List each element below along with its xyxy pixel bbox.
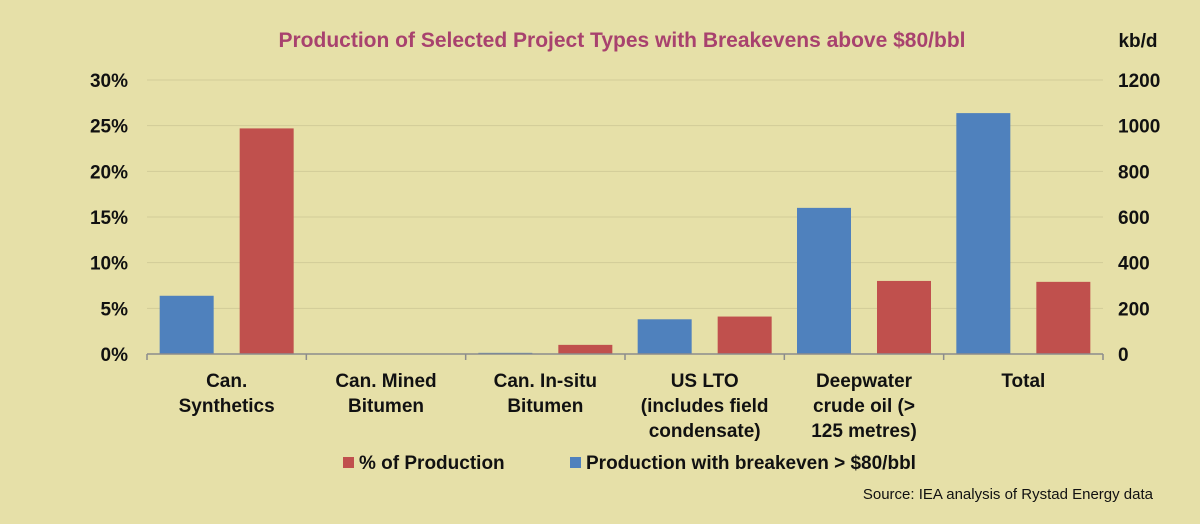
- right-tick-label: 0: [1118, 345, 1129, 366]
- left-tick-label: 30%: [90, 71, 128, 92]
- left-tick-label: 0%: [101, 345, 129, 366]
- category-label-line: crude oil (>: [813, 396, 915, 417]
- bar-percent-production: [717, 316, 772, 354]
- right-tick-label: 1000: [1118, 117, 1160, 138]
- category-label-line: US LTO: [671, 371, 739, 392]
- right-tick-label: 400: [1118, 254, 1150, 275]
- left-tick-label: 20%: [90, 162, 128, 183]
- tick-labels: 0% 5% 10% 15% 20% 25% 30% 0 200 400 600 800 1000 1200…: [90, 71, 1160, 442]
- bar-percent-production: [239, 128, 294, 354]
- chart-title: Production of Selected Project Types wit…: [279, 29, 966, 52]
- right-tick-label: 1200: [1118, 71, 1160, 92]
- category-label-line: (includes field: [641, 396, 769, 417]
- legend-label: Production with breakeven > $80/bbl: [586, 453, 916, 474]
- left-tick-label: 10%: [90, 254, 128, 275]
- category-label: Deepwater crude oil (> 125 metres): [811, 371, 917, 442]
- category-label-line: Can.: [206, 371, 247, 392]
- right-tick-label: 200: [1118, 299, 1150, 320]
- bars: [159, 113, 1091, 354]
- source-note: Source: IEA analysis of Rystad Energy da…: [863, 486, 1154, 503]
- axes: [146, 353, 1104, 360]
- bar-production-kbd: [956, 113, 1011, 354]
- category-label-line: Can. In-situ: [494, 371, 597, 392]
- bar-production-kbd: [159, 295, 214, 354]
- category-label-line: Synthetics: [179, 396, 275, 417]
- left-tick-label: 15%: [90, 208, 128, 229]
- right-tick-label: 600: [1118, 208, 1150, 229]
- bar-production-kbd: [797, 207, 851, 354]
- category-label: Can. Synthetics: [179, 371, 275, 417]
- legend-label: % of Production: [359, 453, 505, 474]
- category-label-line: Bitumen: [507, 396, 583, 417]
- bar-percent-production: [877, 280, 931, 354]
- category-label-line: Can. Mined: [335, 371, 436, 392]
- left-tick-label: 5%: [101, 299, 129, 320]
- category-label-line: Total: [1001, 371, 1045, 392]
- category-label: Can. Mined Bitumen: [335, 371, 436, 417]
- legend-swatch: [343, 457, 354, 468]
- bar-percent-production: [1036, 281, 1091, 354]
- legend-swatch: [570, 457, 581, 468]
- bar-percent-production: [558, 344, 613, 354]
- category-label-line: Deepwater: [816, 371, 913, 392]
- category-label: Can. In-situ Bitumen: [494, 371, 597, 417]
- gridlines: [147, 79, 1103, 309]
- category-label-line: condensate): [649, 421, 761, 442]
- category-label-line: 125 metres): [811, 421, 917, 442]
- category-label: US LTO (includes field condensate): [641, 371, 769, 442]
- legend: % of Production Production with breakeven…: [343, 453, 916, 474]
- right-axis-unit-label: kb/d: [1118, 31, 1157, 52]
- category-label-line: Bitumen: [348, 396, 424, 417]
- bar-production-kbd: [637, 319, 692, 354]
- category-label: Total: [1001, 371, 1045, 392]
- left-tick-label: 25%: [90, 117, 128, 138]
- right-tick-label: 800: [1118, 162, 1150, 183]
